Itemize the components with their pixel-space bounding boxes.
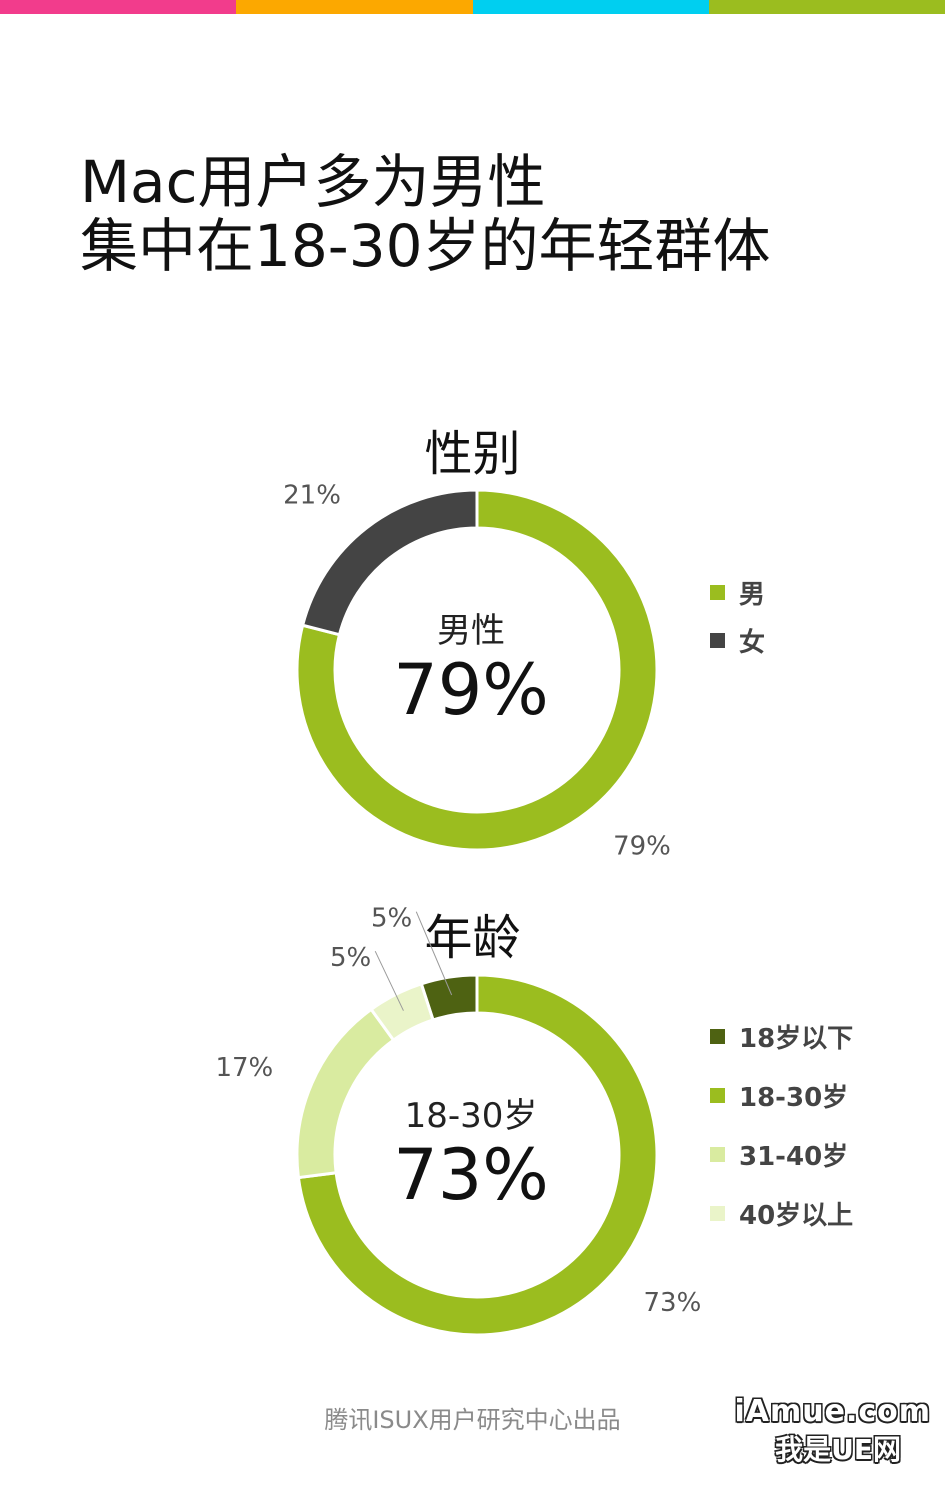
- color-bar-segment: [236, 0, 473, 14]
- label-leader-line: [374, 950, 404, 1011]
- slice-value-label: 5%: [330, 943, 371, 973]
- donut-center-value: 73%: [393, 1134, 549, 1216]
- label-leader-line: [415, 911, 453, 996]
- legend-swatch: [710, 584, 725, 600]
- legend-item: 男: [710, 568, 765, 616]
- legend-label: 女: [739, 627, 766, 658]
- slice-value-label: 17%: [215, 1053, 273, 1083]
- gender-chart-title: 性别: [424, 426, 521, 482]
- watermark-site-name: 我是UE网: [775, 1433, 901, 1466]
- top-color-bar: [0, 0, 945, 14]
- legend-swatch: [710, 1206, 725, 1221]
- legend-label: 18岁以下: [739, 1024, 854, 1054]
- color-bar-segment: [708, 0, 945, 14]
- legend-item: 31-40岁: [710, 1125, 853, 1184]
- legend-swatch: [710, 632, 725, 648]
- legend-label: 40岁以上: [739, 1201, 854, 1231]
- slice-value-label: 73%: [644, 1288, 702, 1318]
- legend-item: 40岁以上: [710, 1184, 853, 1243]
- legend-swatch: [710, 1147, 725, 1162]
- legend-item: 18-30岁: [710, 1066, 853, 1125]
- page-title-line2: 集中在18-30岁的年轻群体: [80, 212, 771, 280]
- page-title: Mac用户多为男性 集中在18-30岁的年轻群体: [80, 150, 900, 278]
- donut-slice: [295, 1007, 396, 1180]
- legend-swatch: [710, 1088, 725, 1103]
- slice-value-label: 21%: [283, 481, 341, 511]
- donut-center-label: 18-30岁: [405, 1096, 538, 1136]
- donut-slice: [295, 488, 659, 852]
- page-title-line1: Mac用户多为男性: [80, 148, 546, 216]
- donut-slice: [300, 488, 479, 637]
- donut-slice: [419, 973, 479, 1022]
- legend-label: 男: [739, 579, 766, 610]
- age-legend: 18岁以下 18-30岁 31-40岁 40岁以上: [710, 1007, 853, 1243]
- legend-swatch: [710, 1029, 725, 1044]
- donut-center-label: 男性: [437, 611, 505, 651]
- slice-value-label: 79%: [613, 831, 671, 861]
- age-chart-title: 年龄: [424, 910, 521, 966]
- donut-center-value: 79%: [393, 649, 549, 731]
- watermark-domain: iAmue.com: [734, 1394, 931, 1429]
- legend-label: 18-30岁: [739, 1083, 849, 1113]
- legend-item: 女: [710, 616, 765, 664]
- gender-legend: 男女: [710, 568, 765, 664]
- color-bar-segment: [0, 0, 237, 14]
- watermark: iAmue.com 我是UE网: [734, 1394, 931, 1470]
- legend-label: 31-40岁: [739, 1142, 849, 1172]
- footer-credit: 腾讯ISUX用户研究中心出品: [324, 1406, 621, 1434]
- donut-slice: [296, 973, 659, 1337]
- color-bar-segment: [472, 0, 709, 14]
- slice-value-label: 5%: [371, 904, 412, 934]
- legend-item: 18岁以下: [710, 1007, 853, 1066]
